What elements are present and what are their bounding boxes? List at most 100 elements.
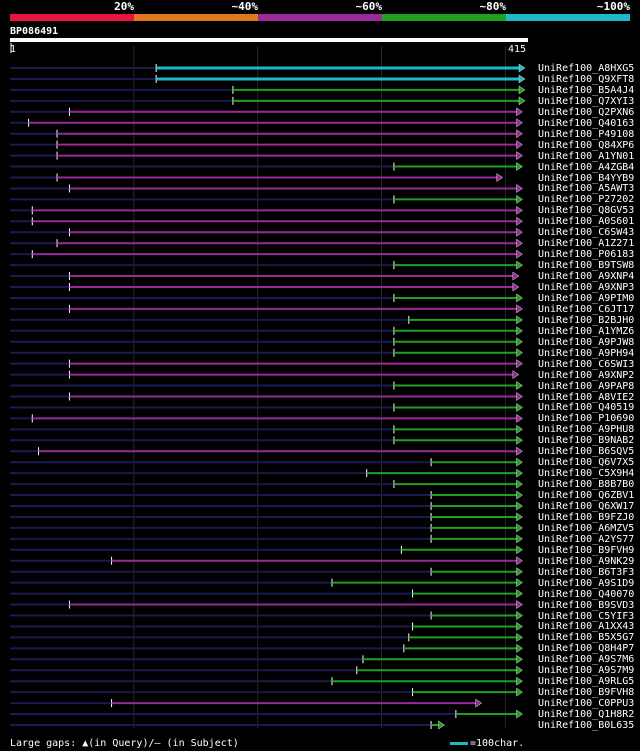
hit-arrow xyxy=(516,118,523,128)
hit-label[interactable]: UniRef100_P10690 xyxy=(538,413,635,425)
hit-label[interactable]: UniRef100_P49108 xyxy=(538,128,635,140)
gaps-footnote: Large gaps: ▲(in Query)/– (in Subject) xyxy=(10,738,239,749)
legend-label: 20% xyxy=(114,0,134,13)
hit-label[interactable]: UniRef100_B0L635 xyxy=(538,720,635,731)
query-ruler xyxy=(10,38,528,42)
hit-label[interactable]: UniRef100_B6T3F3 xyxy=(538,566,635,578)
hit-label[interactable]: UniRef100_C5YIF3 xyxy=(538,610,635,622)
hit-arrow xyxy=(496,173,504,182)
hit-label[interactable]: UniRef100_A9NK29 xyxy=(538,555,635,567)
hit-arrow xyxy=(516,654,523,664)
hit-label[interactable]: UniRef100_B9FVH8 xyxy=(538,687,635,699)
hit-label[interactable]: UniRef100_Q84XP6 xyxy=(538,139,635,151)
hit-label[interactable]: UniRef100_A1YN01 xyxy=(538,150,635,162)
hit-arrow xyxy=(516,490,523,500)
hit-label[interactable]: UniRef100_B9SVD3 xyxy=(538,599,635,611)
hit-label[interactable]: UniRef100_P06183 xyxy=(538,249,635,261)
hit-arrow xyxy=(516,205,523,215)
hit-label[interactable]: UniRef100_B8B7B0 xyxy=(538,479,635,491)
hit-arrow xyxy=(516,643,523,653)
hit-arrow xyxy=(516,392,523,401)
hit-label[interactable]: UniRef100_A9PH94 xyxy=(538,347,635,359)
hit-label[interactable]: UniRef100_P27202 xyxy=(538,194,635,206)
hit-label[interactable]: UniRef100_A1Z271 xyxy=(538,238,635,250)
hit-label[interactable]: UniRef100_B9TSW8 xyxy=(538,260,635,272)
hit-arrow xyxy=(516,479,523,489)
hit-label[interactable]: UniRef100_Q40070 xyxy=(538,588,635,600)
hit-label[interactable]: UniRef100_A9XNP2 xyxy=(538,369,635,381)
hit-label[interactable]: UniRef100_A9S7M9 xyxy=(538,665,635,677)
hit-label[interactable]: UniRef100_A0S601 xyxy=(538,216,635,228)
hit-label[interactable]: UniRef100_A8HXG5 xyxy=(538,63,635,74)
hit-label[interactable]: UniRef100_B9FZJ0 xyxy=(538,511,635,523)
hit-label[interactable]: UniRef100_Q9XFT8 xyxy=(538,73,635,85)
hit-label[interactable]: UniRef100_Q8H4P7 xyxy=(538,643,635,655)
hit-label[interactable]: UniRef100_A5AWT3 xyxy=(538,183,635,195)
hit-label[interactable]: UniRef100_A1YMZ6 xyxy=(538,325,635,337)
hit-arrow xyxy=(518,74,526,84)
hit-label[interactable]: UniRef100_B5X5G7 xyxy=(538,632,635,644)
hit-label[interactable]: UniRef100_A1XX43 xyxy=(538,621,635,633)
hit-label[interactable]: UniRef100_B4YYB9 xyxy=(538,172,635,184)
hit-label[interactable]: UniRef100_Q6XW17 xyxy=(538,501,635,512)
legend-segment xyxy=(258,14,382,21)
hit-label[interactable]: UniRef100_A2YS77 xyxy=(538,533,635,545)
hit-arrow xyxy=(516,665,523,675)
hit-label[interactable]: UniRef100_A9PAP8 xyxy=(538,380,635,392)
hit-arrow xyxy=(516,315,523,325)
hit-label[interactable]: UniRef100_C5X9H4 xyxy=(538,468,635,480)
hit-arrow xyxy=(516,293,523,303)
hit-arrow xyxy=(516,611,523,620)
hit-label[interactable]: UniRef100_A9PIM0 xyxy=(538,292,635,304)
hit-arrow xyxy=(516,578,523,588)
legend-label: ~100% xyxy=(596,0,630,13)
hit-label[interactable]: UniRef100_A9RLG5 xyxy=(538,676,635,688)
hit-label[interactable]: UniRef100_C6JT17 xyxy=(538,303,635,315)
hit-label[interactable]: UniRef100_Q6ZBV1 xyxy=(538,490,635,502)
hit-arrow xyxy=(516,402,523,412)
hit-arrow xyxy=(516,501,523,511)
hit-label[interactable]: UniRef100_A9XNP3 xyxy=(538,282,635,293)
hit-label[interactable]: UniRef100_Q40519 xyxy=(538,402,635,414)
legend-segment xyxy=(382,14,506,21)
hit-arrow xyxy=(518,63,526,73)
hit-label[interactable]: UniRef100_A9XNP4 xyxy=(538,271,635,283)
ruler-start-label: 1 xyxy=(10,44,17,55)
hit-arrow xyxy=(516,107,523,117)
hit-label[interactable]: UniRef100_A9PHU8 xyxy=(538,424,635,436)
hit-arrow xyxy=(516,151,523,161)
hit-arrow xyxy=(512,282,520,292)
hit-label[interactable]: UniRef100_A9S1D9 xyxy=(538,577,635,589)
hit-arrow xyxy=(438,720,445,730)
hit-arrow xyxy=(516,687,523,697)
hit-label[interactable]: UniRef100_B5A4J4 xyxy=(538,84,635,96)
hit-arrow xyxy=(516,457,523,467)
hit-label[interactable]: UniRef100_A9S7M6 xyxy=(538,654,635,666)
hit-label[interactable]: UniRef100_Q40163 xyxy=(538,117,635,129)
hit-label[interactable]: UniRef100_A9PJW8 xyxy=(538,336,635,348)
hit-label[interactable]: UniRef100_A4ZGB4 xyxy=(538,161,635,173)
hit-arrow xyxy=(516,337,523,347)
hit-label[interactable]: UniRef100_B9FVH9 xyxy=(538,544,635,556)
hit-arrow xyxy=(518,85,526,95)
hit-label[interactable]: UniRef100_C0PPU3 xyxy=(538,698,635,710)
hit-label[interactable]: UniRef100_Q6V7X5 xyxy=(538,457,635,469)
hit-label[interactable]: UniRef100_Q8GV53 xyxy=(538,205,635,217)
hit-label[interactable]: UniRef100_C6SW43 xyxy=(538,227,635,239)
hit-label[interactable]: UniRef100_B2BJH0 xyxy=(538,314,635,326)
hit-label[interactable]: UniRef100_Q1H8R2 xyxy=(538,709,635,721)
hit-label[interactable]: UniRef100_Q2PXN6 xyxy=(538,106,635,118)
hit-label[interactable]: UniRef100_A6MZV5 xyxy=(538,522,635,534)
hit-arrow xyxy=(516,435,523,445)
hit-arrow xyxy=(516,468,523,478)
scale-key: =100char. xyxy=(450,738,524,749)
hit-label[interactable]: UniRef100_B9NAB2 xyxy=(538,435,635,447)
hit-arrow xyxy=(516,424,523,434)
hit-arrow xyxy=(516,545,523,555)
hit-label[interactable]: UniRef100_A8VIE2 xyxy=(538,391,635,403)
legend-segment xyxy=(10,14,134,21)
hit-label[interactable]: UniRef100_B6SQV5 xyxy=(538,446,635,458)
hit-arrow xyxy=(512,370,520,380)
hit-label[interactable]: UniRef100_C6SWI3 xyxy=(538,358,635,370)
hit-label[interactable]: UniRef100_Q7XYI3 xyxy=(538,95,635,107)
